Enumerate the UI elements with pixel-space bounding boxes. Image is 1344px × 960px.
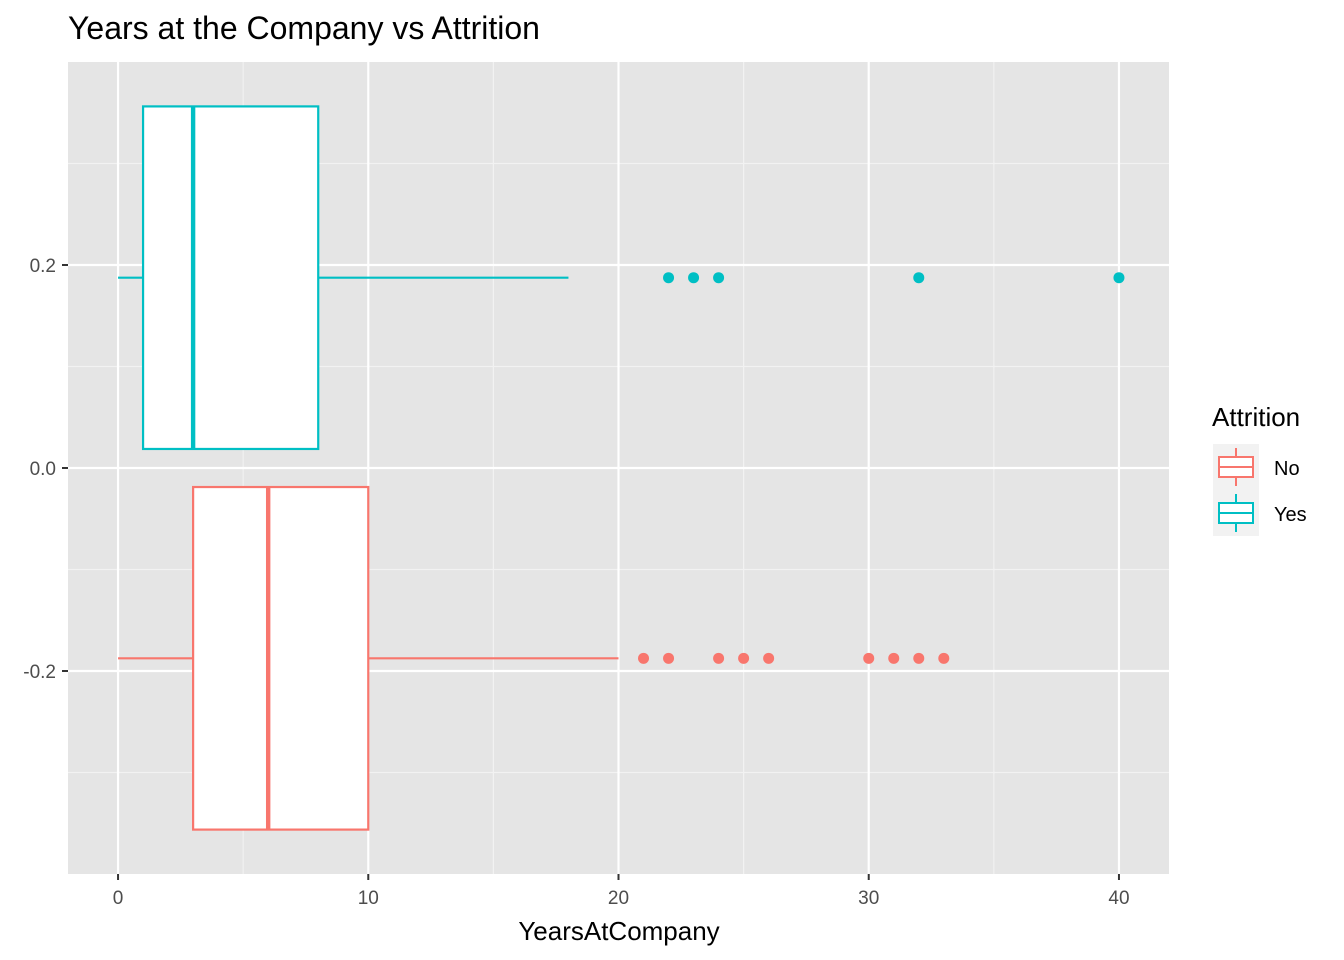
legend-label-yes: Yes <box>1274 504 1307 526</box>
boxplots <box>118 105 1125 831</box>
legend-label-no: No <box>1274 458 1300 480</box>
outlier-no <box>913 652 925 664</box>
outlier-yes <box>663 272 675 284</box>
x-tick-label: 30 <box>858 888 879 909</box>
chart-title: Years at the Company vs Attrition <box>68 10 540 46</box>
y-tick-label: 0.2 <box>30 256 56 277</box>
outlier-no <box>888 652 900 664</box>
legend: Attrition No Yes <box>1212 402 1307 536</box>
outlier-no <box>938 652 950 664</box>
box-yes <box>141 105 320 451</box>
axes: 0 10 20 30 40 0.2 0.0 -0.2 <box>23 256 1129 909</box>
outlier-no <box>713 652 725 664</box>
outlier-no <box>638 652 650 664</box>
outlier-yes <box>913 272 925 284</box>
outlier-yes <box>713 272 725 284</box>
x-tick-label: 0 <box>113 888 124 909</box>
box-no <box>192 485 370 831</box>
outlier-no <box>738 652 750 664</box>
x-tick-label: 10 <box>358 888 379 909</box>
outlier-no <box>663 652 675 664</box>
y-tick-label: 0.0 <box>30 459 56 480</box>
outlier-no <box>763 652 775 664</box>
y-tick-label: -0.2 <box>23 662 56 683</box>
outlier-yes <box>1113 272 1125 284</box>
x-axis-title: YearsAtCompany <box>518 916 719 946</box>
x-tick-label: 40 <box>1108 888 1129 909</box>
outlier-yes <box>688 272 700 284</box>
x-tick-label: 20 <box>608 888 629 909</box>
outlier-no <box>863 652 875 664</box>
legend-title: Attrition <box>1212 402 1300 432</box>
